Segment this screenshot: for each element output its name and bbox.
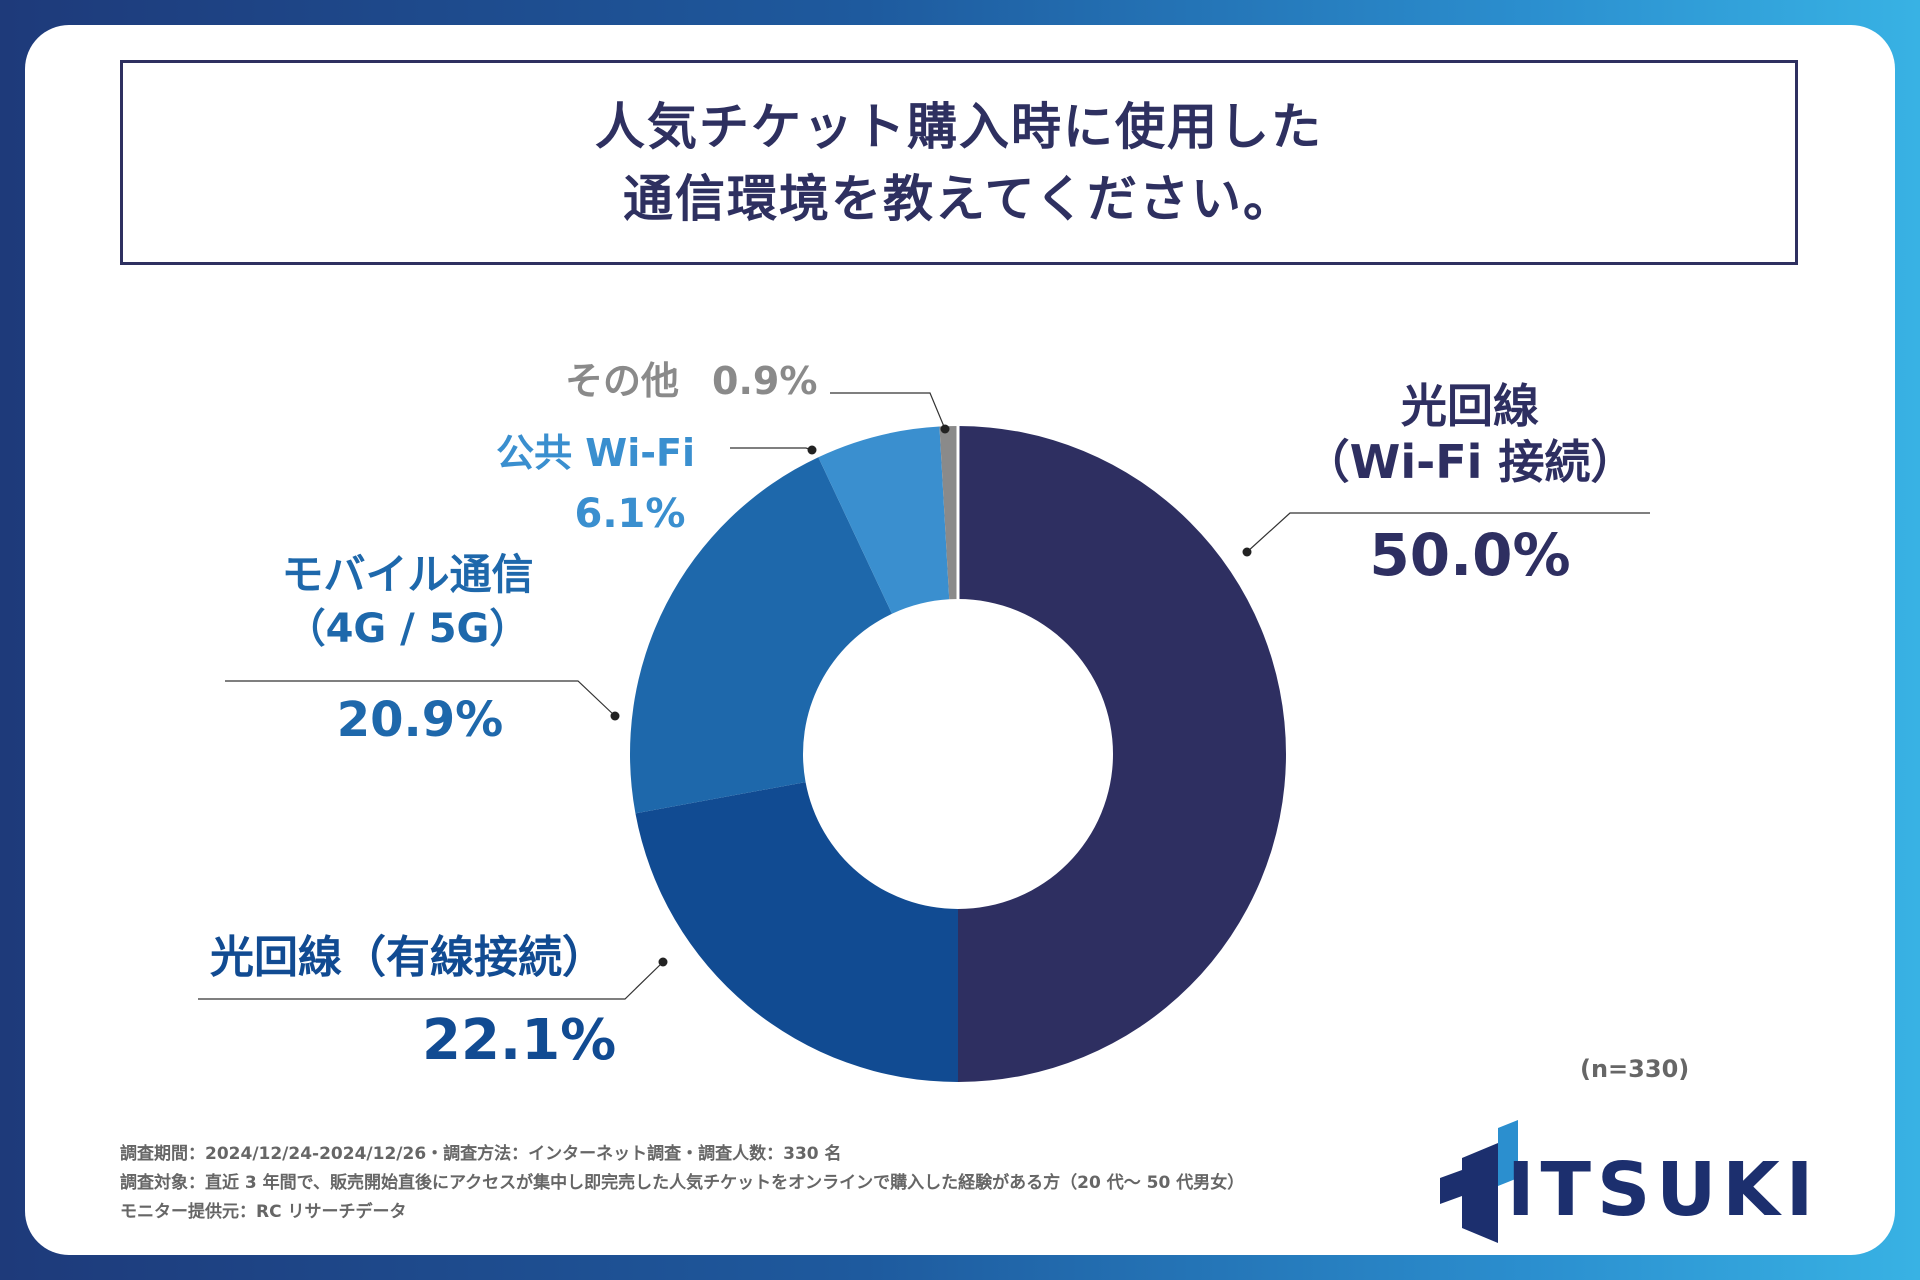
slice-fiber-wifi	[958, 426, 1286, 1082]
label-mobile-line2: （4G / 5G）	[285, 606, 530, 652]
title-line-1: 人気チケット購入時に使用した	[595, 97, 1323, 156]
leader-fiber-wired-dot	[658, 957, 668, 967]
label-fiber-wifi-line1: 光回線	[1401, 379, 1539, 433]
leader-public-wifi	[730, 447, 813, 451]
label-fiber-wifi-line2: （Wi-Fi 接続）	[1303, 435, 1637, 489]
leader-other	[830, 392, 946, 430]
value-other: 0.9%	[712, 359, 818, 403]
leader-fiber-wifi	[1246, 512, 1650, 553]
label-other: その他	[565, 359, 680, 403]
slice-public-wifi	[818, 426, 950, 614]
value-mobile: 20.9%	[336, 692, 504, 748]
label-fiber-wifi: 光回線 （Wi-Fi 接続） 50.0%	[1290, 378, 1650, 588]
survey-notes-line1: 調査期間：2024/12/24-2024/12/26・調査方法：インターネット調…	[120, 1144, 842, 1164]
label-mobile: モバイル通信 （4G / 5G）	[225, 548, 590, 656]
slice-mobile	[630, 457, 893, 814]
leader-other-dot	[940, 424, 950, 434]
survey-notes: 調査期間：2024/12/24-2024/12/26・調査方法：インターネット調…	[120, 1140, 1244, 1227]
itsuki-logo-mark	[1440, 1120, 1518, 1243]
leader-fiber-wifi-dot	[1242, 547, 1252, 557]
label-public-wifi: 公共 Wi-Fi	[496, 431, 695, 475]
value-fiber-wired: 22.1%	[422, 1008, 617, 1073]
leader-mobile	[225, 680, 616, 717]
leader-fiber-wired	[198, 961, 664, 1000]
value-fiber-wifi: 50.0%	[1369, 521, 1571, 589]
slice-other	[939, 426, 958, 600]
label-fiber-wired-line1: 光回線（有線接続）	[210, 932, 606, 983]
title-line-2: 通信環境を教えてください。	[623, 169, 1295, 228]
label-mobile-line1: モバイル通信	[281, 550, 534, 599]
sample-size-note: (n=330)	[1580, 1055, 1690, 1083]
label-fiber-wired: 光回線（有線接続）	[210, 930, 606, 986]
survey-notes-line2: 調査対象：直近 3 年間で、販売開始直後にアクセスが集中し即完売した人気チケット…	[120, 1173, 1245, 1193]
slice-fiber-wired	[635, 782, 958, 1082]
leader-public-wifi-dot	[807, 445, 817, 455]
value-public-wifi: 6.1%	[574, 491, 686, 537]
leader-mobile-dot	[610, 711, 620, 721]
logo-text: ITSUKI	[1507, 1147, 1820, 1233]
title-box: 人気チケット購入時に使用した 通信環境を教えてください。	[120, 60, 1798, 265]
survey-notes-line3: モニター提供元：RC リサーチデータ	[120, 1202, 407, 1222]
